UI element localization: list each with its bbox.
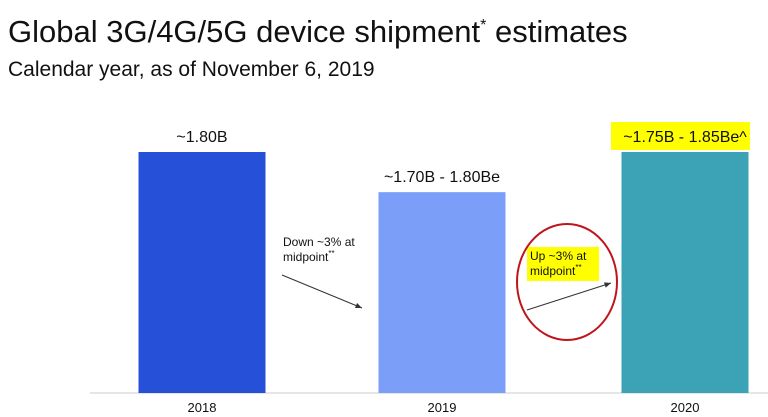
value-label: ~1.80B [176, 129, 227, 146]
annotation-line: Down ~3% at [283, 235, 355, 249]
annotation-marker: ** [328, 249, 334, 258]
annotation-marker: ** [575, 263, 581, 272]
annotation-circle [516, 223, 618, 341]
annotation-line: Up ~3% at [530, 249, 587, 263]
annotation-arrow [526, 282, 612, 311]
value-label: ~1.70B - 1.80Be [384, 169, 500, 186]
arrow-head [355, 303, 362, 309]
value-label: ~1.75B - 1.85Be^ [623, 129, 747, 146]
chart-title: Global 3G/4G/5G device shipment* estimat… [8, 14, 628, 49]
x-tick-label: 2019 [428, 400, 457, 415]
annotation-text: midpoint** [283, 249, 335, 264]
title-marker: * [480, 17, 486, 34]
annotation-text: Down ~3% at [283, 235, 355, 249]
chart-subtitle: Calendar year, as of November 6, 2019 [8, 58, 375, 81]
bar [378, 192, 506, 393]
bar [138, 152, 266, 393]
arrow-head [604, 282, 611, 288]
x-tick-label: 2020 [671, 400, 700, 415]
label-highlight [611, 122, 750, 150]
title-text: Global 3G/4G/5G device shipment [8, 14, 481, 49]
annotation-text: midpoint** [530, 263, 582, 278]
annotation-arrow [281, 274, 363, 309]
bar [621, 152, 749, 393]
x-tick-label: 2018 [188, 400, 217, 415]
annotation-text: Up ~3% at [530, 249, 587, 263]
annotation-line: midpoint [530, 264, 576, 278]
annotation-highlight [527, 247, 599, 281]
annotation-line: midpoint [283, 250, 329, 264]
title-text: estimates [486, 14, 627, 49]
